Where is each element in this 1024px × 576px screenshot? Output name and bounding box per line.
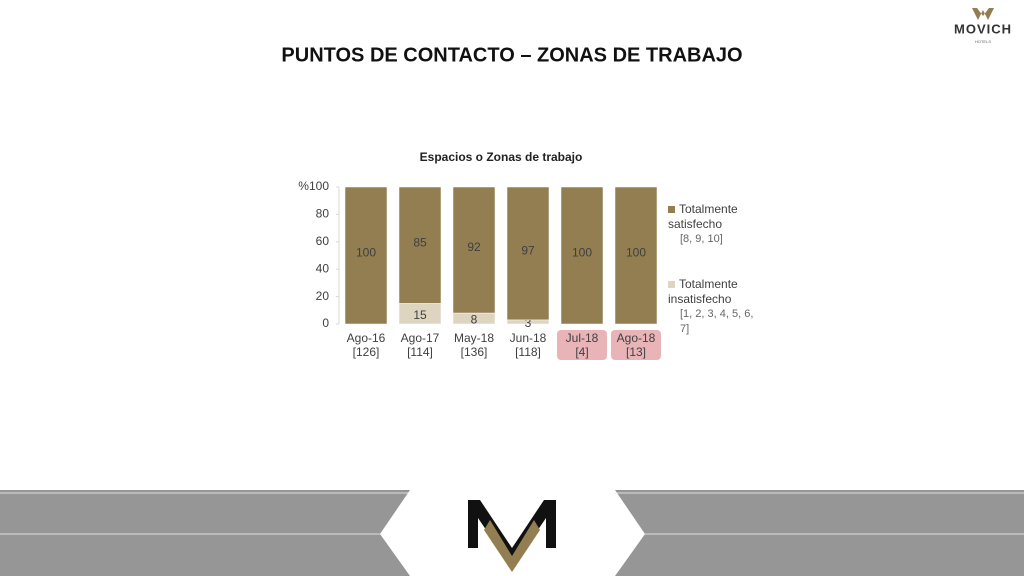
value-label: 92 [467, 240, 481, 254]
x-tick-label: Jul-18 [566, 331, 599, 345]
legend-item: Totalmente insatisfecho [1, 2, 3, 4, 5, 6… [668, 277, 758, 337]
y-tick-label: 20 [316, 289, 330, 303]
category-highlight [557, 330, 607, 360]
y-tick-label: 40 [316, 261, 330, 275]
x-sample-label: [136] [461, 345, 488, 359]
logo-mark [972, 8, 994, 20]
x-sample-label: [118] [515, 345, 541, 359]
y-tick-label: 0 [322, 316, 329, 330]
x-sample-label: [114] [407, 345, 433, 359]
bar-segment [344, 186, 388, 325]
bar-segment [614, 186, 658, 325]
x-sample-label: [126] [353, 345, 380, 359]
value-label: 8 [471, 313, 478, 327]
x-tick-label: Ago-17 [401, 331, 440, 345]
x-sample-label: [13] [626, 345, 646, 359]
x-tick-label: Ago-16 [347, 331, 386, 345]
banner [0, 490, 1024, 576]
category-highlight [611, 330, 661, 360]
value-label: 100 [626, 246, 646, 260]
x-sample-label: [4] [575, 345, 588, 359]
y-tick-label: 60 [316, 234, 330, 248]
bar-segment [560, 186, 604, 325]
y-tick-label: 80 [316, 207, 330, 221]
logo-name: MOVICH [954, 21, 1012, 36]
legend-swatch [668, 281, 675, 288]
x-tick-label: Jun-18 [510, 331, 547, 345]
banner-logo-dark [468, 500, 556, 568]
chart-title: Espacios o Zonas de trabajo [420, 150, 583, 164]
legend-scale: [8, 9, 10] [680, 233, 723, 245]
value-label: 15 [413, 308, 427, 322]
value-label: 97 [521, 244, 535, 258]
value-label: 3 [525, 316, 532, 330]
legend-scale: [1, 2, 3, 4, 5, 6, 7] [680, 308, 754, 335]
x-tick-label: Ago-18 [617, 331, 656, 345]
legend-item: Totalmente satisfecho [8, 9, 10] [668, 202, 758, 247]
value-label: 100 [356, 246, 376, 260]
value-label: 85 [413, 235, 427, 249]
bar-segment [452, 186, 496, 314]
slide-title: PUNTOS DE CONTACTO – ZONAS DE TRABAJO [281, 44, 742, 66]
legend-swatch [668, 206, 675, 213]
banner-hexagon [380, 490, 645, 576]
logo-tagline: HOTELS [975, 39, 991, 44]
legend-label: Totalmente satisfecho [668, 202, 738, 231]
x-tick-label: May-18 [454, 331, 494, 345]
bar-segment [398, 186, 442, 304]
bar-segment [506, 186, 550, 321]
legend-label: Totalmente insatisfecho [668, 277, 738, 306]
y-tick-label: %100 [298, 179, 329, 193]
value-label: 100 [572, 246, 592, 260]
banner-logo-gold [484, 520, 540, 572]
